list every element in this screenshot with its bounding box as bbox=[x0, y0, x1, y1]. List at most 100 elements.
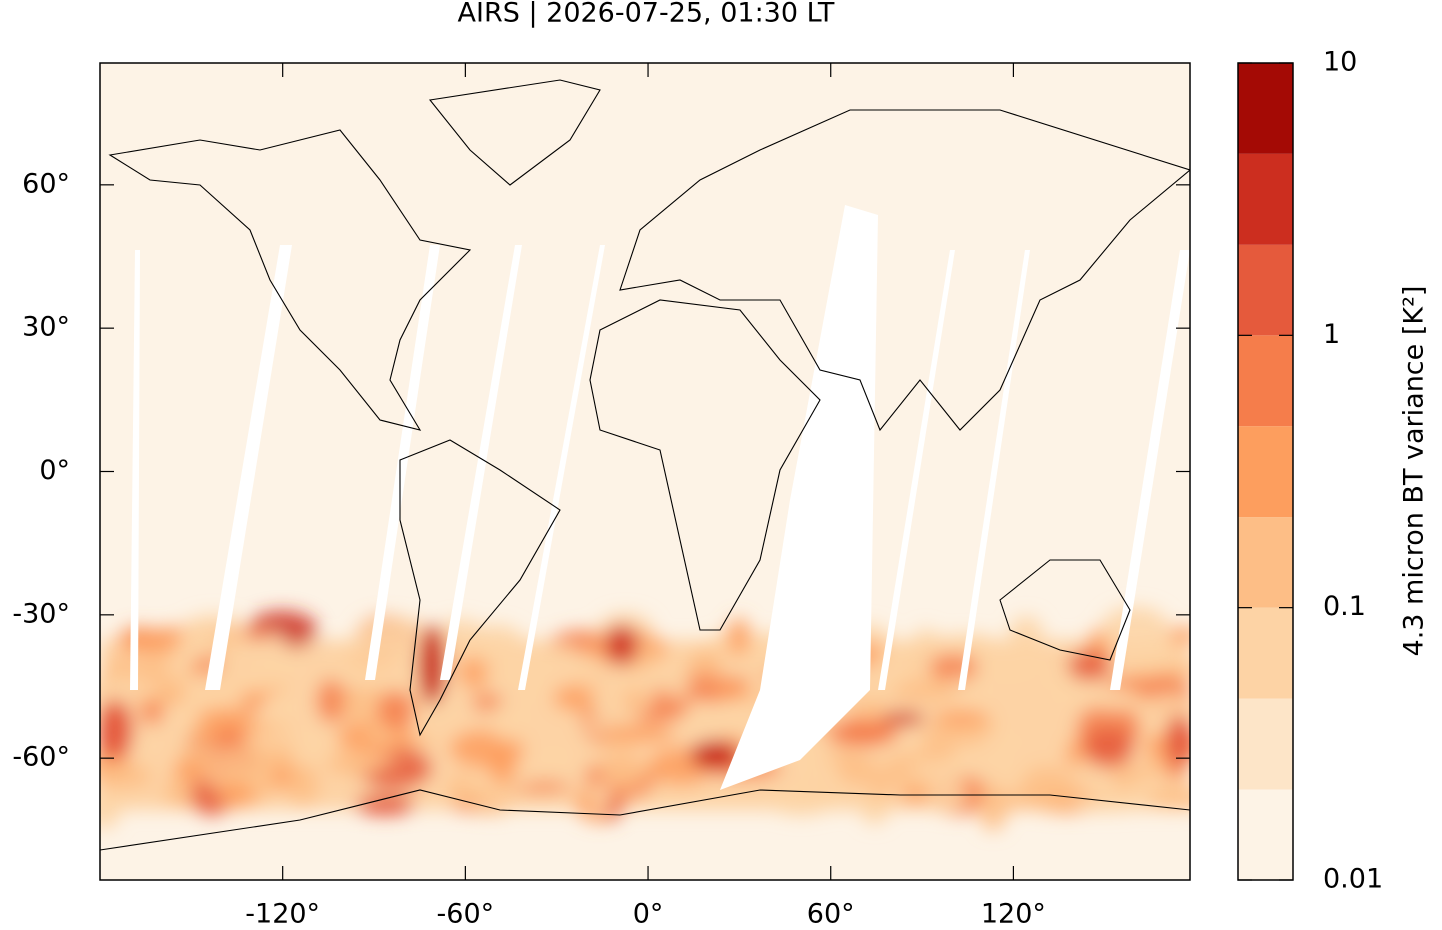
colorbar-band bbox=[1238, 517, 1293, 608]
field-blob bbox=[713, 682, 751, 701]
colorbar-band bbox=[1238, 153, 1293, 245]
colorbar-label: 4.3 micron BT variance [K²] bbox=[1399, 286, 1430, 657]
x-tick-label: 0° bbox=[633, 899, 664, 930]
field-blob bbox=[879, 711, 926, 726]
field-blob bbox=[469, 624, 525, 666]
y-tick-label: 30° bbox=[22, 312, 70, 343]
field-blob bbox=[408, 704, 467, 726]
colorbar-band bbox=[1238, 426, 1293, 518]
y-tick-label: 60° bbox=[22, 168, 70, 199]
field-blob bbox=[692, 787, 750, 802]
field-blob bbox=[807, 752, 839, 793]
field-blob bbox=[287, 761, 320, 807]
field-blob bbox=[105, 659, 153, 678]
field-blob bbox=[217, 782, 256, 807]
field-blob bbox=[256, 776, 278, 796]
field-blob bbox=[877, 641, 946, 681]
field-blob bbox=[177, 627, 220, 659]
x-tick-label: -60° bbox=[437, 899, 495, 930]
field-blob bbox=[672, 694, 750, 742]
field-blob bbox=[849, 699, 890, 723]
colorbar-band bbox=[1238, 607, 1293, 699]
field-blob bbox=[377, 690, 416, 731]
colorbar-tick-label: 1 bbox=[1323, 319, 1340, 350]
field-blob bbox=[622, 687, 648, 713]
y-tick-label: 0° bbox=[39, 455, 70, 486]
variance-field bbox=[100, 63, 1190, 880]
field-blob bbox=[932, 710, 989, 726]
field-blob bbox=[890, 681, 958, 703]
colorbar-band bbox=[1238, 244, 1293, 336]
field-blob bbox=[1137, 636, 1183, 654]
x-tick-label: -120° bbox=[245, 899, 320, 930]
field-blob bbox=[1169, 625, 1190, 646]
colorbar-band bbox=[1238, 789, 1293, 880]
field-blob bbox=[527, 643, 583, 661]
field-blob bbox=[100, 783, 122, 830]
colorbar-band bbox=[1238, 698, 1293, 790]
field-blob bbox=[726, 617, 751, 656]
colorbar-band bbox=[1238, 335, 1293, 427]
field-blob bbox=[1083, 727, 1135, 768]
field-blob bbox=[978, 783, 1008, 832]
field-blob bbox=[490, 699, 526, 745]
field-blob bbox=[690, 740, 740, 770]
field-blob bbox=[326, 752, 397, 768]
field-blob bbox=[604, 725, 675, 743]
field-blob bbox=[418, 625, 446, 705]
field-blob bbox=[260, 634, 288, 680]
field-blob bbox=[167, 657, 188, 683]
colorbar-tick-label: 10 bbox=[1323, 47, 1357, 78]
field-blob bbox=[1110, 762, 1137, 790]
field-blob bbox=[355, 795, 415, 815]
field-blob bbox=[662, 656, 692, 700]
field-blob bbox=[909, 759, 977, 781]
field-blob bbox=[140, 701, 163, 725]
field-blob bbox=[1141, 774, 1173, 793]
field-blob bbox=[357, 617, 430, 644]
field-blob bbox=[601, 750, 644, 791]
field-blob bbox=[1019, 766, 1076, 813]
field-blob bbox=[590, 780, 612, 814]
field-blob bbox=[116, 629, 184, 655]
x-tick-label: 120° bbox=[981, 899, 1046, 930]
field-blob bbox=[553, 684, 605, 712]
field-blob bbox=[869, 774, 891, 801]
field-blob bbox=[1148, 787, 1190, 810]
field-blob bbox=[1090, 687, 1136, 711]
chart-title: AIRS | 2026-07-25, 01:30 LT bbox=[458, 0, 835, 29]
colorbar-band bbox=[1238, 63, 1293, 154]
field-blob bbox=[480, 792, 557, 805]
field-blob bbox=[263, 690, 299, 726]
field-blob bbox=[1166, 715, 1190, 765]
coastlines bbox=[100, 79, 1190, 851]
field-blob bbox=[533, 751, 574, 771]
field-blob bbox=[1008, 616, 1044, 656]
colorbar-tick-label: 0.1 bbox=[1323, 591, 1366, 622]
field-blob bbox=[1056, 679, 1080, 705]
field-blob bbox=[1073, 757, 1103, 791]
field-blob bbox=[837, 755, 881, 787]
field-blob bbox=[601, 668, 665, 697]
colorbar-frame bbox=[1237, 62, 1294, 881]
swath-gaps bbox=[130, 205, 1190, 790]
colorbar-tick-label: 0.01 bbox=[1323, 864, 1383, 895]
field-blob bbox=[100, 771, 154, 789]
field-blob bbox=[197, 707, 255, 729]
field-blob bbox=[825, 720, 899, 747]
y-tick-label: -60° bbox=[12, 742, 70, 773]
field-blob bbox=[100, 680, 161, 703]
field-blob bbox=[125, 734, 153, 756]
field-blobs bbox=[100, 606, 1190, 832]
y-tick-label: -30° bbox=[12, 598, 70, 629]
field-blob bbox=[922, 721, 957, 767]
field-blob bbox=[100, 700, 133, 760]
field-blob bbox=[980, 732, 1021, 752]
field-blob bbox=[1151, 663, 1190, 677]
field-blob bbox=[604, 624, 639, 666]
field-blob bbox=[1067, 649, 1112, 682]
field-blob bbox=[487, 739, 518, 785]
field-blob bbox=[245, 731, 302, 746]
x-tick-label: 60° bbox=[807, 899, 855, 930]
